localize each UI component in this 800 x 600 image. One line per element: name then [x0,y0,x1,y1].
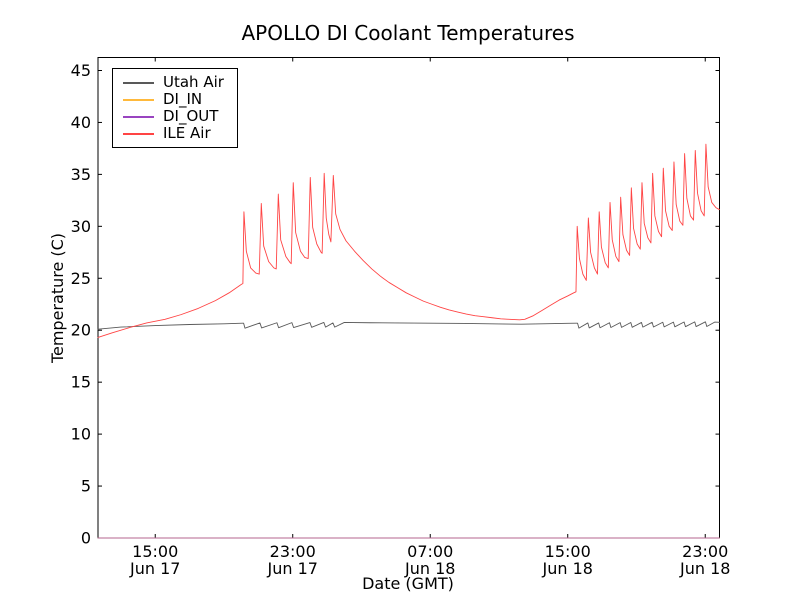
legend-label: Utah Air [163,73,224,91]
legend-label: ILE Air [163,124,211,142]
legend-item-utah-air: Utah Air [123,74,231,91]
legend-line-sample [123,132,154,135]
y-axis-label: Temperature (C) [48,233,67,364]
legend-line-sample [123,115,154,118]
x-tick-label-date: Jun 17 [129,559,180,578]
x-tick-label-date: Jun 18 [679,559,730,578]
y-tick-label: 5 [81,477,91,496]
x-tick-label-time: 07:00 [407,542,453,561]
series-line-ile-air [97,143,720,338]
y-tick-label: 25 [71,269,91,288]
y-tick-label: 15 [71,373,91,392]
y-tick-label: 35 [71,165,91,184]
y-tick-label: 30 [71,217,91,236]
y-tick-label: 40 [71,113,91,132]
x-axis-label: Date (GMT) [362,574,454,593]
x-tick-label-date: Jun 18 [404,559,455,578]
legend-item-ile-air: ILE Air [123,125,231,142]
y-tick-label: 0 [81,529,91,548]
x-tick-label-date: Jun 17 [267,559,318,578]
x-tick-label-time: 23:00 [682,542,728,561]
legend-item-di-in: DI_IN [123,91,231,108]
series-line-utah-air [97,321,720,330]
y-tick-label: 20 [71,321,91,340]
legend-label: DI_OUT [163,107,219,125]
legend-item-di-out: DI_OUT [123,108,231,125]
x-tick-label-time: 15:00 [132,542,178,561]
y-tick-label: 45 [71,61,91,80]
x-tick-label-date: Jun 18 [542,559,593,578]
chart-title: APOLLO DI Coolant Temperatures [241,21,574,45]
y-tick-label: 10 [71,425,91,444]
legend-line-sample [123,81,154,84]
legend-line-sample [123,98,154,101]
legend-label: DI_IN [163,90,203,108]
x-tick-label-time: 15:00 [545,542,591,561]
legend: Utah Air DI_IN DI_OUT ILE Air [112,68,238,148]
x-tick-label-time: 23:00 [270,542,316,561]
